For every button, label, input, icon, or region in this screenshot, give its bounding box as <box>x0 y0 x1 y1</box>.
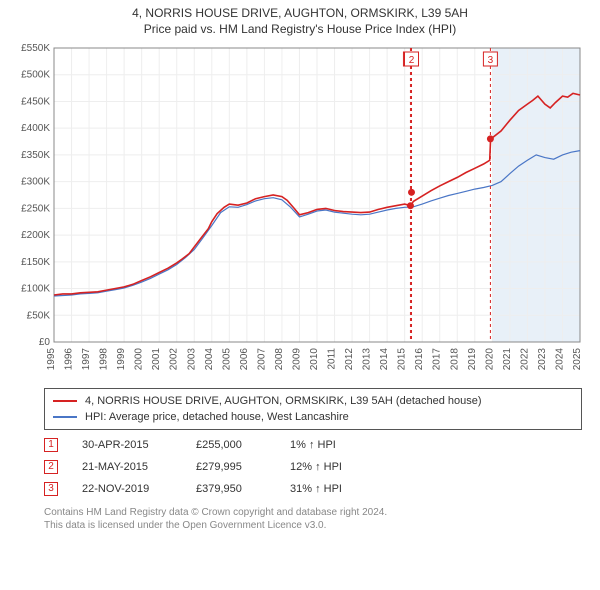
chart-svg: £0 £50K £100K £150K £200K £250K £300K £350K £400… <box>10 42 590 382</box>
svg-text:£350K: £350K <box>21 150 50 161</box>
svg-text:2003: 2003 <box>186 348 197 371</box>
svg-text:2010: 2010 <box>309 348 320 371</box>
sale-row: 1 30-APR-2015 £255,000 1% ↑ HPI <box>44 434 582 456</box>
footer-line: Contains HM Land Registry data © Crown c… <box>44 506 582 519</box>
sale-hpi: 12% ↑ HPI <box>290 456 342 478</box>
sale-row: 3 22-NOV-2019 £379,950 31% ↑ HPI <box>44 478 582 500</box>
svg-text:2024: 2024 <box>554 348 565 371</box>
sale-hpi: 1% ↑ HPI <box>290 434 336 456</box>
svg-text:£200K: £200K <box>21 230 50 241</box>
sale-price: £279,995 <box>196 456 266 478</box>
legend-swatch <box>53 400 77 402</box>
price-chart: £0 £50K £100K £150K £200K £250K £300K £350K £400… <box>10 42 590 382</box>
svg-text:2012: 2012 <box>344 348 355 371</box>
svg-text:2013: 2013 <box>362 348 373 371</box>
svg-text:2021: 2021 <box>502 348 513 371</box>
svg-text:2020: 2020 <box>484 348 495 371</box>
svg-text:1996: 1996 <box>64 348 75 371</box>
svg-text:£100K: £100K <box>21 284 50 295</box>
sale-date: 22-NOV-2019 <box>82 478 172 500</box>
sale-badge: 2 <box>44 460 58 474</box>
svg-text:2014: 2014 <box>379 348 390 371</box>
sale-price: £379,950 <box>196 478 266 500</box>
sale-hpi: 31% ↑ HPI <box>290 478 342 500</box>
svg-text:£400K: £400K <box>21 123 50 134</box>
svg-text:2000: 2000 <box>134 348 145 371</box>
sale-badge: 1 <box>44 438 58 452</box>
svg-text:2008: 2008 <box>274 348 285 371</box>
svg-text:2023: 2023 <box>537 348 548 371</box>
sale-date: 30-APR-2015 <box>82 434 172 456</box>
svg-text:1999: 1999 <box>116 348 127 371</box>
chart-legend: 4, NORRIS HOUSE DRIVE, AUGHTON, ORMSKIRK… <box>44 388 582 430</box>
svg-text:2009: 2009 <box>291 348 302 371</box>
svg-text:2006: 2006 <box>239 348 250 371</box>
legend-item: HPI: Average price, detached house, West… <box>53 409 573 425</box>
svg-text:1995: 1995 <box>46 348 57 371</box>
svg-text:£250K: £250K <box>21 203 50 214</box>
svg-text:2015: 2015 <box>397 348 408 371</box>
page-title-address: 4, NORRIS HOUSE DRIVE, AUGHTON, ORMSKIRK… <box>4 6 596 20</box>
svg-text:£300K: £300K <box>21 177 50 188</box>
svg-text:2016: 2016 <box>414 348 425 371</box>
svg-text:£500K: £500K <box>21 70 50 81</box>
legend-item: 4, NORRIS HOUSE DRIVE, AUGHTON, ORMSKIRK… <box>53 393 573 409</box>
legend-label: HPI: Average price, detached house, West… <box>85 409 349 425</box>
svg-text:2007: 2007 <box>256 348 267 371</box>
svg-text:2001: 2001 <box>151 348 162 371</box>
svg-text:2019: 2019 <box>467 348 478 371</box>
svg-text:£150K: £150K <box>21 257 50 268</box>
svg-text:2002: 2002 <box>169 348 180 371</box>
svg-text:£0: £0 <box>39 337 51 348</box>
footer-line: This data is licensed under the Open Gov… <box>44 519 582 532</box>
svg-text:1997: 1997 <box>81 348 92 371</box>
svg-text:1998: 1998 <box>99 348 110 371</box>
sale-badge: 3 <box>44 482 58 496</box>
svg-text:2004: 2004 <box>204 348 215 371</box>
svg-text:3: 3 <box>488 55 494 66</box>
legend-label: 4, NORRIS HOUSE DRIVE, AUGHTON, ORMSKIRK… <box>85 393 482 409</box>
sale-row: 2 21-MAY-2015 £279,995 12% ↑ HPI <box>44 456 582 478</box>
svg-text:2025: 2025 <box>572 348 583 371</box>
svg-text:2017: 2017 <box>432 348 443 371</box>
licence-footer: Contains HM Land Registry data © Crown c… <box>44 506 582 532</box>
svg-text:2005: 2005 <box>221 348 232 371</box>
svg-text:£550K: £550K <box>21 43 50 54</box>
legend-swatch <box>53 416 77 418</box>
svg-text:£450K: £450K <box>21 96 50 107</box>
sales-table: 1 30-APR-2015 £255,000 1% ↑ HPI 2 21-MAY-2015… <box>44 434 582 500</box>
svg-text:2: 2 <box>409 55 415 66</box>
svg-text:2011: 2011 <box>327 348 338 370</box>
sale-price: £255,000 <box>196 434 266 456</box>
svg-text:£50K: £50K <box>27 310 51 321</box>
svg-text:2022: 2022 <box>519 348 530 371</box>
svg-text:2018: 2018 <box>449 348 460 371</box>
page-title-sub: Price paid vs. HM Land Registry's House … <box>4 22 596 36</box>
sale-date: 21-MAY-2015 <box>82 456 172 478</box>
